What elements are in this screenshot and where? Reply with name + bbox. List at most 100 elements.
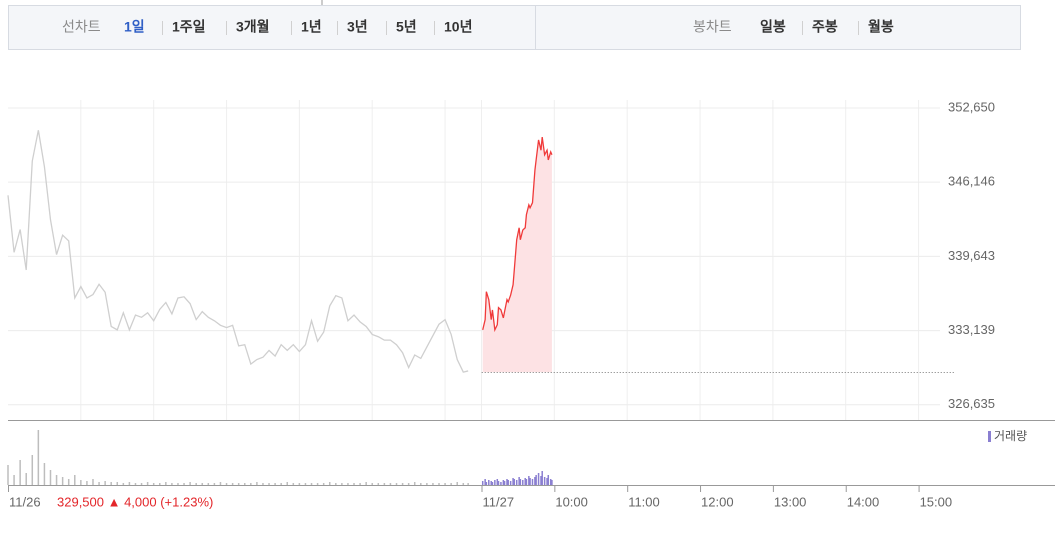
volume-bar <box>450 483 452 485</box>
period-tab[interactable]: 10년 <box>444 19 472 35</box>
volume-bar <box>19 460 21 485</box>
volume-bar <box>146 482 149 485</box>
volume-bar <box>244 483 246 485</box>
volume-bar <box>67 479 70 485</box>
volume-bar <box>195 483 197 485</box>
price-area <box>482 137 552 373</box>
volume-bar <box>43 463 46 485</box>
volume-bar <box>426 483 428 485</box>
x-tick-label: 15:00 <box>920 494 953 509</box>
period-tab[interactable]: 1주일 <box>172 19 206 35</box>
volume-bar <box>540 476 542 485</box>
y-tick-label: 346,146 <box>948 174 995 189</box>
volume-bar <box>438 483 440 485</box>
volume-bar <box>310 483 313 485</box>
volume-bar <box>519 479 522 485</box>
volume-bar <box>165 482 167 485</box>
volume-bar <box>298 483 301 485</box>
volume-bar <box>335 483 337 485</box>
candle-tab[interactable]: 일봉 <box>760 19 786 35</box>
volume-bar <box>496 479 499 485</box>
volume-bar <box>134 483 137 485</box>
volume-bar <box>25 473 27 485</box>
y-tick-label: 339,643 <box>948 248 995 263</box>
volume-bar <box>280 483 282 485</box>
volume-bar <box>500 482 502 485</box>
volume-bar <box>177 483 179 485</box>
x-tick-label: 14:00 <box>847 494 880 509</box>
volume-bar <box>491 482 494 485</box>
x-tick-label: 11/27 <box>483 494 515 509</box>
volume-bar <box>7 465 9 485</box>
period-tab[interactable]: 1년 <box>301 19 322 35</box>
volume-bar <box>547 475 550 485</box>
volume-bar <box>456 482 458 485</box>
volume-bar <box>171 483 173 485</box>
legend-label: 거래량 <box>994 429 1027 443</box>
candle-tab[interactable]: 주봉 <box>812 19 838 35</box>
volume-bar <box>250 483 252 485</box>
volume-bar <box>513 479 516 485</box>
volume-bar <box>201 483 204 485</box>
volume-bar <box>262 483 264 485</box>
volume-bar <box>292 483 295 485</box>
volume-bar <box>316 483 319 485</box>
volume-bar <box>524 478 526 485</box>
period-tab[interactable]: 5년 <box>396 19 417 35</box>
volume-bar <box>377 483 380 485</box>
volume-bar <box>122 483 125 485</box>
volume-bar <box>347 483 349 485</box>
volume-bar <box>49 470 52 485</box>
y-tick-label: 326,635 <box>948 396 995 411</box>
chart-toolbar <box>8 5 1021 50</box>
price-line <box>7 130 469 373</box>
volume-bar <box>503 481 506 485</box>
volume-bar <box>31 455 34 485</box>
tab-label: 선차트 <box>62 19 101 35</box>
change-summary: 329,500 ▲ 4,000 (+1.23%) <box>57 494 213 509</box>
volume-bar <box>484 479 486 485</box>
x-tick-label: 13:00 <box>774 494 807 509</box>
volume-bar <box>207 483 210 485</box>
volume-bar <box>128 482 131 485</box>
volume-bar <box>535 475 537 485</box>
volume-bar <box>92 479 94 485</box>
volume-bar <box>37 430 40 485</box>
volume-bar <box>189 482 191 485</box>
volume-bar <box>543 477 546 485</box>
volume-bar <box>413 482 416 485</box>
volume-bar <box>509 481 512 485</box>
volume-bar <box>328 482 331 485</box>
y-tick-label: 352,650 <box>948 99 995 114</box>
volume-bar <box>485 482 488 485</box>
volume-bar <box>467 483 469 485</box>
x-tick-label: 11/26 <box>9 494 41 509</box>
x-tick-label: 12:00 <box>701 494 734 509</box>
volume-bar <box>219 482 222 485</box>
volume-bar <box>80 480 82 485</box>
volume-bar <box>518 477 520 485</box>
volume-bar <box>286 482 288 485</box>
period-tab[interactable]: 1일 <box>124 19 145 35</box>
volume-bar <box>541 471 543 485</box>
volume-bar <box>551 480 553 485</box>
volume-bar <box>497 481 500 485</box>
volume-bar <box>61 477 64 485</box>
volume-bar <box>507 480 509 485</box>
period-tab[interactable]: 3년 <box>347 19 368 35</box>
volume-bar <box>502 480 505 485</box>
volume-bar <box>389 483 392 485</box>
volume-bar <box>268 483 270 485</box>
candle-tab[interactable]: 월봉 <box>868 19 894 35</box>
price-line <box>482 136 553 333</box>
volume-bar <box>98 482 100 485</box>
legend-swatch <box>988 431 991 442</box>
volume-bar <box>74 475 76 485</box>
volume-bar <box>528 476 530 485</box>
y-tick-label: 333,139 <box>948 322 995 337</box>
period-tab[interactable]: 3개월 <box>236 19 270 35</box>
volume-bar <box>104 481 106 485</box>
volume-bar <box>522 480 524 485</box>
volume-bar <box>86 481 88 485</box>
